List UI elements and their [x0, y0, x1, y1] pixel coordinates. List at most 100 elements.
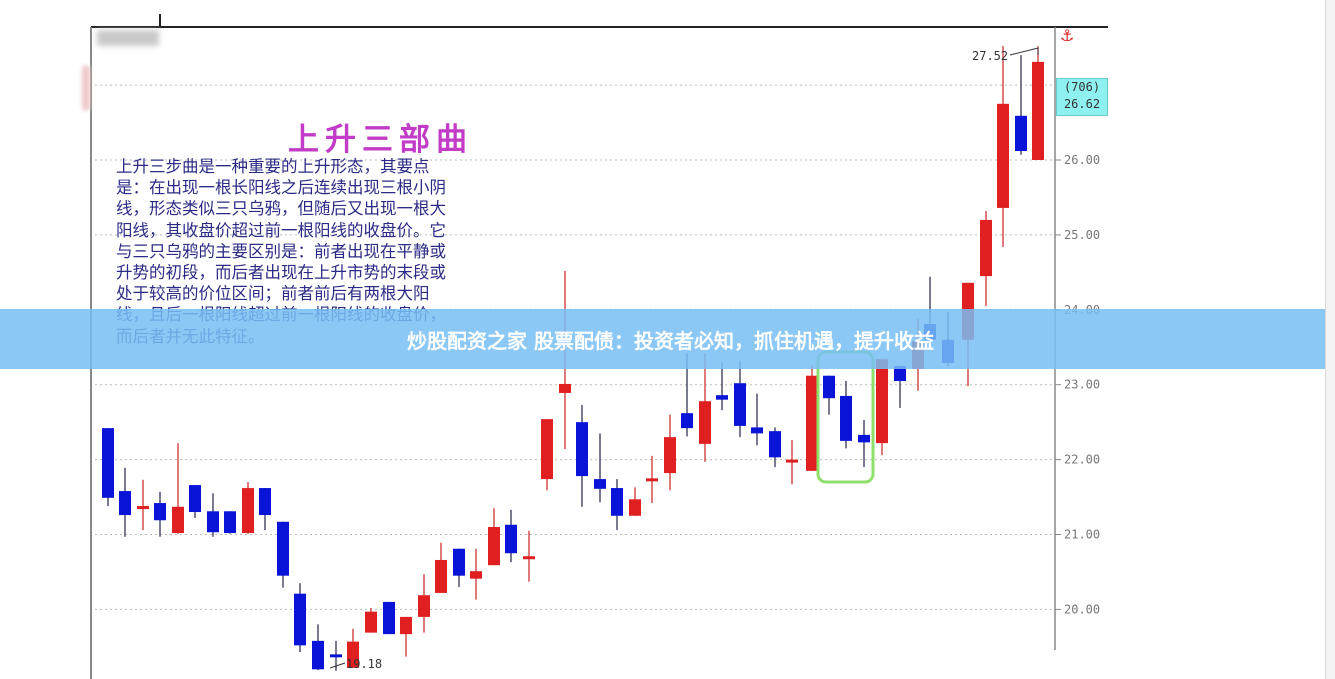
candle-body [154, 503, 166, 521]
candle-body [470, 571, 482, 579]
candle-body [242, 488, 254, 534]
candle [383, 601, 395, 635]
candle-body [823, 375, 835, 399]
y-tick-label: 26.00 [1064, 153, 1100, 167]
candle [576, 404, 588, 507]
blurred-label [97, 30, 159, 46]
anchor-icon[interactable]: ⚓ [1060, 26, 1075, 45]
candle [840, 380, 852, 449]
blurred-mark [82, 66, 90, 110]
candle-body [611, 488, 623, 516]
y-tick-label: 22.00 [1064, 453, 1100, 467]
description-line: 与三只乌鸦的主要区别是：前者出现在平静或 [116, 241, 446, 261]
candle [611, 479, 623, 531]
candle [418, 574, 430, 633]
candle [347, 628, 359, 668]
candle [769, 427, 781, 468]
candle-body [894, 365, 906, 381]
candle [435, 542, 447, 593]
description-line: 上升三步曲是一种重要的上升形态，其要点 [116, 157, 430, 176]
high-label: 27.52 [972, 49, 1008, 63]
scrollbar[interactable] [1325, 0, 1335, 679]
candle [716, 362, 728, 411]
candle-body [876, 359, 888, 444]
candle-body [347, 641, 359, 668]
candle [224, 511, 236, 534]
candle [277, 521, 289, 588]
low-label: 19.18 [346, 657, 382, 671]
candle-body [137, 506, 149, 510]
candle-body [1015, 115, 1027, 152]
candle [523, 530, 535, 582]
candle-body [997, 103, 1009, 208]
candle-body [435, 559, 447, 593]
candle-body [119, 491, 131, 516]
y-tick-label: 25.00 [1064, 228, 1100, 242]
description-line: 阳线，其收盘价超过前一根阳线的收盘价。它 [116, 220, 446, 240]
candle [997, 46, 1009, 247]
candle [699, 353, 711, 462]
candle-body [207, 511, 219, 533]
candle [242, 482, 254, 534]
candle-body [365, 611, 377, 633]
candle [751, 393, 763, 446]
candle [294, 583, 306, 653]
high-annotation: 27.52 [972, 47, 1039, 63]
candle-body [646, 478, 658, 482]
candle-body [172, 506, 184, 534]
candle-body [751, 427, 763, 434]
y-tick-label: 23.00 [1064, 378, 1100, 392]
pattern-title: 上升三部曲 [288, 122, 473, 158]
candle [629, 487, 641, 516]
candle-body [294, 593, 306, 646]
candle-body [330, 654, 342, 658]
candle [102, 428, 114, 507]
candle-body [277, 521, 289, 576]
candle-body [594, 479, 606, 489]
description-line: 是：在出现一根长阳线之后连续出现三根小阴 [116, 178, 446, 198]
candle-body [1032, 61, 1044, 161]
candle-body [840, 395, 852, 441]
candle [470, 548, 482, 600]
candle [119, 467, 131, 537]
promo-banner: 炒股配资之家 股票配债：投资者必知，抓住机遇，提升收益 [0, 309, 1335, 369]
low-annotation: 19.18 [329, 657, 382, 671]
candle [646, 455, 658, 504]
candle-body [400, 616, 412, 635]
candle [876, 359, 888, 456]
candle-body [559, 383, 571, 393]
candle-body [734, 383, 746, 426]
description-line: 升势的初段，而后者出现在上升市势的末段或 [116, 263, 446, 283]
candle [154, 491, 166, 537]
candle [189, 485, 201, 519]
pattern-description: 上升三步曲是一种重要的上升形态，其要点 是：在出现一根长阳线之后连续出现三根小阴线… [116, 156, 446, 347]
candle-body [383, 601, 395, 635]
current-price-box: (706) 26.62 [1056, 78, 1108, 116]
candle [1015, 55, 1027, 155]
candle-body [312, 640, 324, 670]
current-price: 26.62 [1063, 97, 1101, 111]
price-count: (706) [1063, 80, 1101, 94]
candle-body [453, 548, 465, 576]
candle-body [769, 431, 781, 458]
candle-body [488, 527, 500, 566]
y-tick-label: 21.00 [1064, 528, 1100, 542]
candle-body [541, 419, 553, 480]
candle-body [980, 219, 992, 277]
candle [312, 624, 324, 671]
candle [259, 488, 271, 531]
candle [806, 365, 818, 471]
candle-body [523, 556, 535, 560]
candle [505, 509, 517, 563]
candle [1032, 46, 1044, 161]
candle [786, 440, 798, 485]
candle [734, 360, 746, 438]
candle [894, 365, 906, 408]
candle-body [418, 595, 430, 617]
candle-body [224, 511, 236, 534]
y-tick-label: 20.00 [1064, 602, 1100, 616]
candle-body [576, 422, 588, 477]
description-line: 处于较高的价位区间；前者前后有两根大阳 [116, 284, 430, 304]
candle [137, 479, 149, 531]
candle-body [102, 428, 114, 498]
